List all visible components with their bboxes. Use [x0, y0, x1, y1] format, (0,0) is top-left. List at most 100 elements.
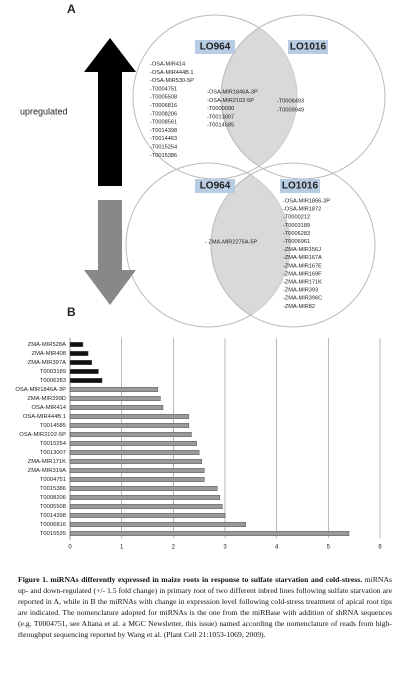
- y-tick-label: T0008206: [40, 495, 66, 501]
- mirna-label: -OSA-MIR414: [150, 61, 185, 67]
- bar: [69, 477, 205, 482]
- mirna-label: -ZMA-MIR171K: [283, 279, 322, 285]
- mirna-label: -OSA-MIR530-5P: [150, 78, 194, 84]
- mirna-label: -T0014398: [150, 128, 177, 134]
- y-tick-label: ZMA-MIR319A: [28, 468, 66, 474]
- y-tick-label: OSA-MIR1846A-3P: [15, 387, 66, 393]
- up-arrow: [84, 38, 136, 186]
- mirna-label: -T0000090: [207, 106, 234, 112]
- y-tick-label: OSA-MIR414: [32, 405, 67, 411]
- mirna-label: -T0008206: [150, 111, 177, 117]
- y-tick-label: ZMA-MIR408: [32, 351, 66, 357]
- venn-overlap: [220, 15, 297, 179]
- mirna-label: -T0009949: [277, 107, 304, 113]
- mirna-label: -OSA-MIR444B.1: [150, 70, 194, 76]
- mirna-label: -ZMA-MIR396C: [283, 296, 322, 302]
- set-title: LO1016: [290, 42, 327, 53]
- mirna-label: - ZMA-MIR2275A-5P: [205, 239, 257, 245]
- y-tick-label: T0015254: [40, 441, 67, 447]
- y-tick-label: T0006816: [40, 522, 66, 528]
- caption-text: miRNAs up- and down-regulated (+/- 1.5 f…: [18, 575, 392, 639]
- x-tick-label: 1: [120, 545, 124, 551]
- mirna-label: -ZMA-MIR82: [283, 304, 315, 310]
- y-tick-label: T0006283: [40, 378, 66, 384]
- set-title-box: [280, 179, 320, 193]
- bar: [69, 522, 246, 527]
- y-tick-label: T0004751: [40, 477, 66, 483]
- y-tick-label: ZMA-MIR397A: [28, 360, 66, 366]
- mirna-label: -T0006961: [283, 239, 310, 245]
- down-arrow: [84, 200, 136, 305]
- set-title-box: [288, 40, 328, 54]
- mirna-label: -T0006283: [283, 231, 310, 237]
- bar: [69, 450, 200, 455]
- bar: [69, 378, 103, 383]
- mirna-label: -OSA-MIR2102-5P: [207, 98, 254, 104]
- mirna-label: -ZMA-MIR393: [283, 288, 318, 294]
- mirna-label: -T0008561: [150, 120, 177, 126]
- mirna-label: -OSA-MIR1866-3P: [283, 198, 330, 204]
- panel-label: A: [67, 2, 76, 16]
- bar: [69, 387, 159, 392]
- bar: [69, 396, 161, 401]
- x-tick-label: 0: [68, 545, 72, 551]
- bar: [69, 405, 164, 410]
- x-tick-label: 2: [172, 545, 176, 551]
- mirna-label: -ZMA-MIR167E: [283, 263, 322, 269]
- y-tick-label: T0014585: [40, 423, 66, 429]
- mirna-label: -ZMA-MIR169F: [283, 271, 322, 277]
- bar: [69, 414, 190, 419]
- mirna-label: -T0008493: [277, 98, 304, 104]
- x-tick-label: 5: [327, 545, 331, 551]
- y-tick-label: T0013007: [40, 450, 66, 456]
- set-title: LO964: [200, 181, 231, 192]
- caption: Figure 1. miRNAs differently expressed i…: [18, 574, 392, 640]
- y-tick-label: T0005508: [40, 504, 66, 510]
- x-tick-label: 3: [223, 545, 227, 551]
- bar: [69, 369, 99, 374]
- bar: [69, 513, 226, 518]
- y-tick-label: ZMA-MIR528A: [28, 342, 66, 348]
- mirna-label: -OSA-MIR1846A-3P: [207, 89, 258, 95]
- mirna-label: -T0003189: [283, 223, 310, 229]
- set-title: LO1016: [282, 181, 319, 192]
- y-tick-label: OSA-MIR2102-5P: [19, 432, 66, 438]
- bar: [69, 441, 197, 446]
- mirna-label: -T0015386: [150, 153, 177, 159]
- set-title-box: [195, 40, 235, 54]
- set-title: LO964: [200, 42, 231, 53]
- y-tick-label: ZMA-MIR171K: [28, 459, 66, 465]
- bar: [69, 360, 92, 365]
- bar: [69, 495, 221, 500]
- bar: [69, 504, 223, 509]
- mirna-label: -T0013007: [207, 114, 234, 120]
- y-tick-label: T0015386: [40, 486, 66, 492]
- x-tick-label: 6: [378, 545, 382, 551]
- y-tick-label: T0014398: [40, 513, 66, 519]
- bar: [69, 459, 202, 464]
- mirna-label: -T0014585: [207, 123, 234, 129]
- mirna-label: -T0006816: [150, 103, 177, 109]
- mirna-label: -OSA-MIR1872: [283, 207, 321, 213]
- caption-bold: Figure 1. miRNAs differently expressed i…: [18, 575, 363, 584]
- mirna-label: -ZMA-MIR167A: [283, 255, 322, 261]
- mirna-label: -T0004751: [150, 86, 177, 92]
- mirna-label: -ZMA-MIR156J: [283, 247, 321, 253]
- mirna-label: -T0005508: [150, 95, 177, 101]
- bar: [69, 468, 205, 473]
- bar: [69, 432, 192, 437]
- mirna-label: -T0000212: [283, 215, 310, 221]
- bar: [69, 342, 84, 347]
- arrow-label: upregulated: [20, 106, 68, 116]
- mirna-label: -T0014463: [150, 136, 177, 142]
- bar: [69, 423, 190, 428]
- mirna-label: -T0015254: [150, 144, 177, 150]
- y-tick-label: T0003189: [40, 369, 66, 375]
- y-tick-label: OSA-MIR444B.1: [23, 414, 66, 420]
- venn-overlap: [210, 163, 290, 327]
- x-tick-label: 4: [275, 545, 279, 551]
- bar: [69, 486, 218, 491]
- bar: [69, 351, 89, 356]
